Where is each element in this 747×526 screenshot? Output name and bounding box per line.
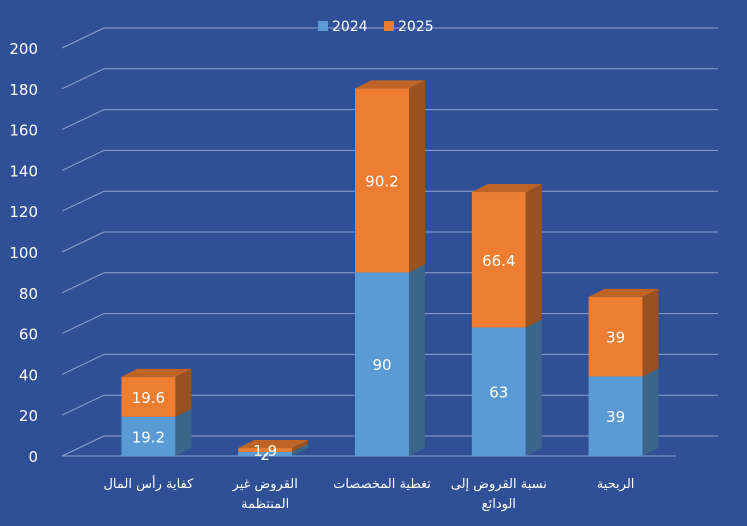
y-tick-label: 20 [19,407,38,425]
x-category-label: الربحية [597,477,635,492]
bar-top-2025 [471,184,542,193]
bar-side-2024 [175,408,192,456]
bar-segment-2024 [238,451,293,456]
bar-top-2025 [588,288,659,297]
gridline-depth [61,149,105,171]
bar-top-2025 [238,440,309,449]
y-tick-label: 40 [19,366,38,384]
gridline-depth [61,435,105,457]
gridline-depth [61,190,105,212]
data-label: 39 [606,329,625,347]
bar-side-2024 [642,368,659,456]
data-label: 90 [372,356,391,374]
bar-side-2025 [292,440,309,452]
bar-side-2025 [409,80,425,273]
data-label: 2 [260,446,270,464]
y-tick-label: 100 [9,244,38,262]
y-tick-label: 60 [19,326,38,344]
bar-segment-2025 [471,192,526,328]
legend-swatch-2025 [384,21,394,31]
bar-side-2025 [175,368,192,417]
x-category-label: الودائع [482,497,516,512]
bar-segment-2025 [121,376,176,417]
bar-side-2025 [642,288,659,377]
bar-side-2024 [525,319,542,456]
data-label: 19.2 [132,428,165,446]
data-label: 19.6 [132,389,165,407]
gridline-depth [61,231,105,253]
data-label: 66.4 [482,252,515,270]
y-tick-label: 120 [9,203,38,221]
data-label: 39 [606,408,625,426]
bar-segment-2025 [238,448,293,452]
x-category-label: تغطية المخصصات [333,477,431,492]
gridline-depth [61,313,105,335]
gridline-depth [61,272,105,294]
y-tick-label: 140 [9,162,38,180]
bar-segment-2024 [121,416,176,456]
gridline-depth [61,27,105,49]
y-tick-label: 160 [9,122,38,140]
bar-side-2025 [525,184,542,328]
gridline-depth [61,68,105,90]
bar-top-2025 [355,80,425,89]
bar-side-2024 [409,264,425,456]
gridline-depth [61,353,105,375]
bar-segment-2025 [588,296,643,377]
x-category-label: القروض غير [232,477,298,492]
y-tick-label: 80 [19,285,38,303]
data-label: 63 [489,384,508,402]
data-label: 1.9 [253,442,277,460]
y-tick-label: 200 [9,40,38,58]
x-category-label: المنتظمة [241,497,289,512]
gridline-depth [61,394,105,416]
bar-side-2024 [292,443,309,456]
bar-segment-2024 [355,272,409,456]
bar-top-2025 [121,368,192,377]
legend-label-2024: 2024 [332,19,368,35]
y-tick-label: 180 [9,81,38,99]
x-category-label: نسبة القروض إلى [451,477,547,492]
data-label: 90.2 [365,172,398,190]
bar-segment-2024 [588,376,643,456]
y-tick-label: 0 [28,448,38,466]
x-category-label: كفاية رأس المال [103,475,194,492]
legend-label-2025: 2025 [398,19,434,35]
gridline-depth [61,109,105,131]
bar-segment-2024 [471,327,526,456]
bar-segment-2025 [355,88,409,273]
legend-swatch-2024 [318,21,328,31]
